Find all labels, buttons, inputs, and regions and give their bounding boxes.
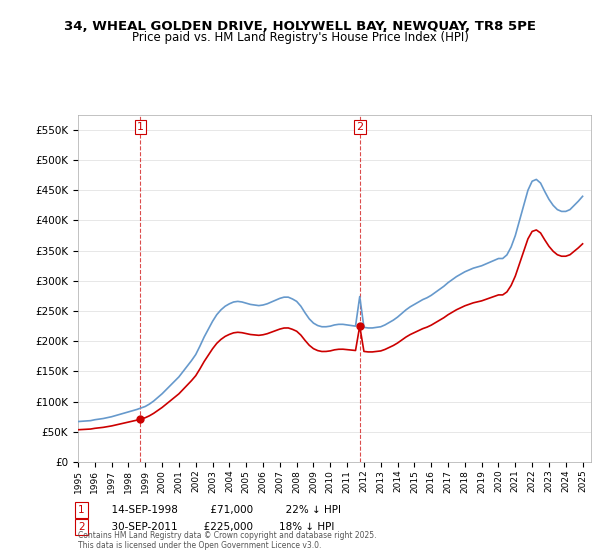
Text: 2: 2 bbox=[78, 522, 85, 532]
Text: 2: 2 bbox=[356, 122, 363, 132]
Text: 34, WHEAL GOLDEN DRIVE, HOLYWELL BAY, NEWQUAY, TR8 5PE: 34, WHEAL GOLDEN DRIVE, HOLYWELL BAY, NE… bbox=[64, 20, 536, 32]
Text: Contains HM Land Registry data © Crown copyright and database right 2025.
This d: Contains HM Land Registry data © Crown c… bbox=[78, 530, 377, 550]
Text: 1: 1 bbox=[78, 505, 85, 515]
Text: 14-SEP-1998          £71,000          22% ↓ HPI: 14-SEP-1998 £71,000 22% ↓ HPI bbox=[105, 505, 341, 515]
Text: Price paid vs. HM Land Registry's House Price Index (HPI): Price paid vs. HM Land Registry's House … bbox=[131, 31, 469, 44]
Text: 1: 1 bbox=[137, 122, 144, 132]
Text: 30-SEP-2011        £225,000        18% ↓ HPI: 30-SEP-2011 £225,000 18% ↓ HPI bbox=[105, 522, 334, 532]
